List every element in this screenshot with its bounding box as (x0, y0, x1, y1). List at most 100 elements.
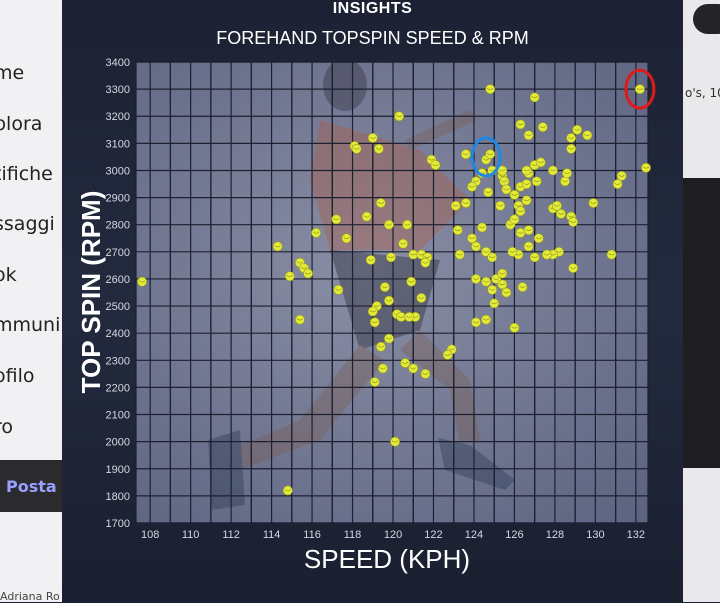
y-tick-label: 2600 (106, 274, 130, 286)
tennis-ball-point (467, 233, 477, 244)
ball-seam (472, 180, 480, 183)
ball-seam (399, 242, 407, 245)
tennis-ball-icon (521, 195, 532, 206)
nav-item[interactable]: plora (0, 113, 43, 135)
ball-seam (618, 174, 625, 177)
tennis-ball-icon (641, 162, 651, 173)
tennis-ball-icon (471, 241, 481, 252)
ball-seam (519, 285, 526, 288)
ball-seam (636, 87, 644, 90)
tennis-ball-point (452, 225, 463, 236)
y-tick-label: 3100 (106, 138, 130, 150)
tennis-ball-icon (535, 157, 546, 168)
tennis-ball-point (566, 133, 576, 143)
ball-seam (525, 228, 532, 231)
nav-item[interactable]: ofilo (0, 365, 35, 387)
nav-item[interactable]: tifiche (0, 163, 53, 185)
tennis-ball-icon (552, 200, 562, 211)
ball-seam (503, 188, 510, 191)
ball-seam (468, 185, 476, 188)
tennis-ball-point (282, 485, 293, 496)
tennis-ball-icon (402, 219, 413, 230)
ball-seam (462, 152, 470, 155)
avatar[interactable] (693, 4, 720, 34)
tennis-ball-icon (361, 211, 372, 222)
tennis-ball-point (531, 176, 542, 187)
tennis-ball-point (507, 246, 518, 257)
ball-seam (363, 215, 370, 218)
tennis-ball-icon (497, 268, 508, 279)
ball-seam (422, 261, 429, 264)
ball-seam (525, 245, 532, 248)
tennis-ball-point (487, 284, 498, 295)
tennis-ball-icon (400, 358, 411, 368)
ball-seam (482, 280, 490, 283)
y-tick-label: 2200 (106, 382, 130, 394)
tennis-ball-icon (384, 219, 394, 230)
tennis-ball-point (535, 157, 546, 168)
y-tick-label: 2100 (106, 410, 130, 422)
tennis-ball-icon (541, 249, 552, 260)
ball-seam (371, 380, 379, 383)
x-tick-label: 124 (465, 529, 483, 541)
tennis-ball-icon (523, 241, 534, 252)
tennis-ball-point (416, 293, 427, 303)
player-leg-right (400, 330, 480, 445)
ball-seam (608, 253, 615, 256)
tennis-ball-icon (485, 84, 496, 95)
x-tick-label: 130 (586, 529, 604, 541)
tennis-ball-point (509, 322, 520, 333)
y-tick-label: 2800 (106, 220, 130, 232)
tennis-ball-icon (566, 143, 576, 154)
tennis-ball-point (471, 241, 481, 252)
ball-seam (590, 201, 597, 204)
tennis-ball-icon (452, 225, 463, 236)
tennis-ball-icon (416, 293, 427, 303)
tennis-ball-icon (560, 176, 570, 187)
tennis-ball-point (386, 252, 396, 263)
tennis-ball-point (588, 198, 599, 208)
ball-seam (373, 304, 381, 307)
post-button[interactable]: Posta (0, 460, 62, 512)
tennis-ball-point (369, 377, 380, 387)
ball-seam (531, 256, 538, 259)
ball-seam (507, 223, 514, 226)
nav-item[interactable]: mmuni (0, 314, 61, 336)
tennis-ball-icon (588, 198, 599, 208)
nav-item[interactable]: ro (0, 416, 14, 438)
tennis-ball-icon (467, 233, 477, 244)
tennis-ball-icon (420, 368, 431, 379)
ball-seam (403, 223, 411, 226)
ball-seam (499, 174, 506, 177)
tennis-ball-icon (515, 206, 526, 217)
nav-item[interactable]: ok (0, 264, 17, 286)
tennis-ball-point (396, 312, 407, 322)
tennis-ball-point (367, 306, 378, 317)
nav-item[interactable]: me (0, 62, 25, 84)
x-tick-label: 120 (384, 529, 402, 541)
ball-seam (468, 237, 476, 240)
chart-subtitle: FOREHAND TOPSPIN SPEED & RPM (216, 28, 529, 48)
ball-seam (444, 353, 451, 356)
ball-seam (488, 256, 496, 259)
tennis-ball-icon (612, 179, 623, 189)
y-tick-label: 2700 (106, 247, 130, 259)
ball-seam (557, 212, 565, 215)
ball-seam (482, 158, 490, 161)
ball-seam (523, 182, 530, 185)
ball-seam (387, 256, 395, 259)
plot-frame (135, 61, 649, 524)
tennis-ball-point (641, 162, 651, 173)
ball-seam (408, 280, 415, 283)
tennis-ball-point (606, 249, 617, 260)
tennis-ball-icon (373, 143, 384, 154)
tennis-ball-point (521, 179, 532, 189)
tennis-ball-point (384, 219, 394, 230)
left-sidebar: me plora tifiche ssaggi ok mmuni ofilo r… (0, 0, 62, 603)
ball-seam (478, 226, 486, 229)
tennis-ball-point (497, 268, 508, 279)
nav-item[interactable]: ssaggi (0, 213, 55, 235)
tennis-ball-icon (582, 130, 593, 141)
ball-seam (503, 291, 510, 294)
tennis-ball-point (460, 198, 471, 208)
